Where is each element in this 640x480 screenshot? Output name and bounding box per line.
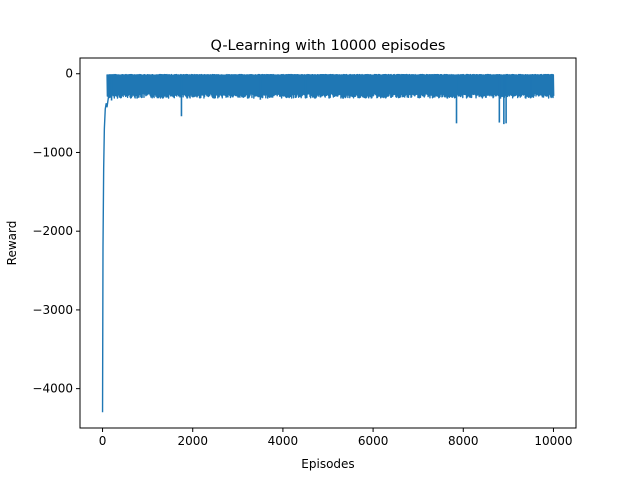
x-tick-label: 8000: [448, 434, 479, 448]
x-tick-label: 6000: [358, 434, 389, 448]
y-tick-label: −4000: [32, 382, 73, 396]
y-tick-label: −1000: [32, 145, 73, 159]
y-tick-label: 0: [65, 67, 73, 81]
y-tick-label: −2000: [32, 224, 73, 238]
reward-line: [101, 73, 555, 413]
plot-marks: [101, 73, 555, 413]
x-axis-label: Episodes: [301, 457, 354, 471]
x-tick-label: 10000: [534, 434, 572, 448]
y-axis-label: Reward: [5, 221, 19, 266]
plot-frame: [79, 57, 577, 429]
chart-title: Q-Learning with 10000 episodes: [211, 38, 446, 54]
y-tick-label: −3000: [32, 303, 73, 317]
x-tick-label: 4000: [268, 434, 299, 448]
x-tick-label: 2000: [177, 434, 208, 448]
x-axis: 0 2000 4000 6000 8000 10000: [99, 428, 573, 448]
y-axis: 0 −1000 −2000 −3000 −4000: [32, 67, 80, 396]
x-tick-label: 0: [99, 434, 107, 448]
